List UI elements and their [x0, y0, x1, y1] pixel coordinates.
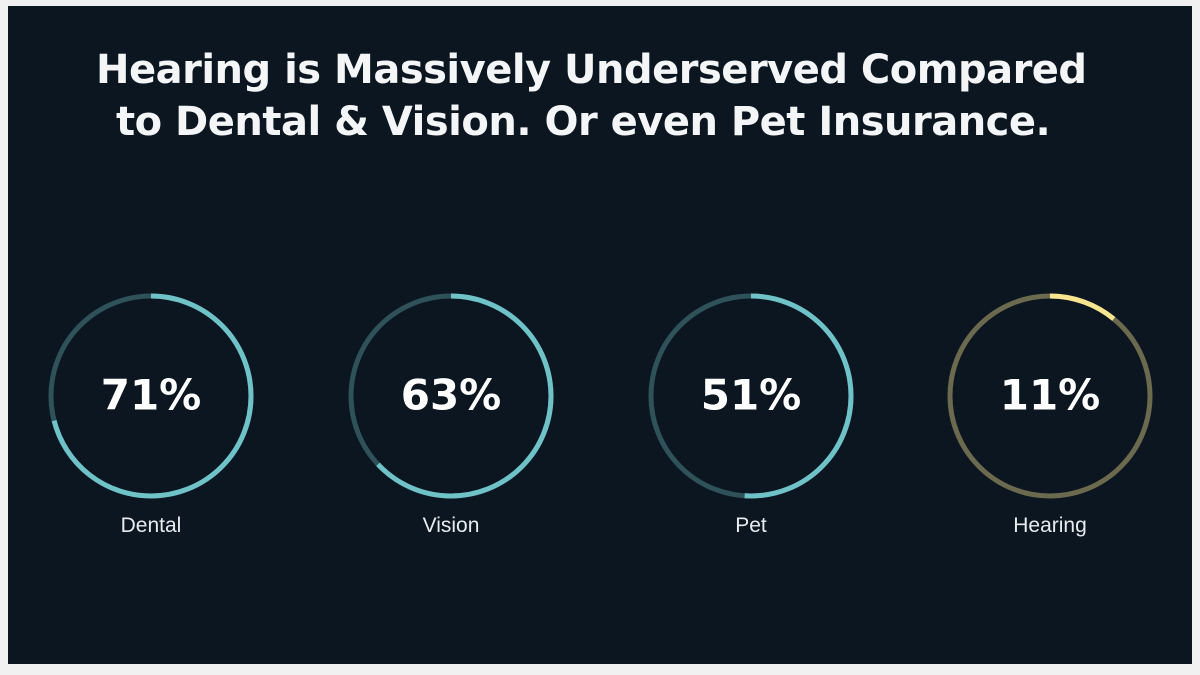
value-label-pet: 51% [701, 371, 802, 420]
ring-arc-vision [348, 293, 554, 499]
ring-arc-pet [648, 293, 854, 499]
value-label-hearing: 11% [1000, 371, 1101, 420]
category-label-vision: Vision [423, 514, 480, 537]
ring-charts: 71% Dental 63% Vision 51% Pet 11% Hearing [48, 293, 1153, 537]
ring-chart-pet: 51% Pet [648, 293, 854, 537]
value-label-dental: 71% [101, 371, 202, 420]
slide: Hearing is Massively Underserved Compare… [8, 6, 1192, 664]
ring-chart-hearing: 11% Hearing [947, 293, 1153, 537]
ring-arc-hearing [947, 293, 1153, 499]
title-line-2: to Dental & Vision. Or even Pet Insuranc… [116, 99, 1051, 145]
ring-chart-dental: 71% Dental [48, 293, 254, 537]
category-label-pet: Pet [735, 514, 767, 537]
category-label-dental: Dental [121, 514, 182, 537]
category-label-hearing: Hearing [1013, 514, 1087, 537]
value-label-vision: 63% [401, 371, 502, 420]
slide-title: Hearing is Massively Underserved Compare… [8, 44, 1192, 148]
title-line-1: Hearing is Massively Underserved Compare… [96, 47, 1087, 93]
ring-arc-dental [48, 293, 254, 499]
ring-chart-vision: 63% Vision [348, 293, 554, 537]
